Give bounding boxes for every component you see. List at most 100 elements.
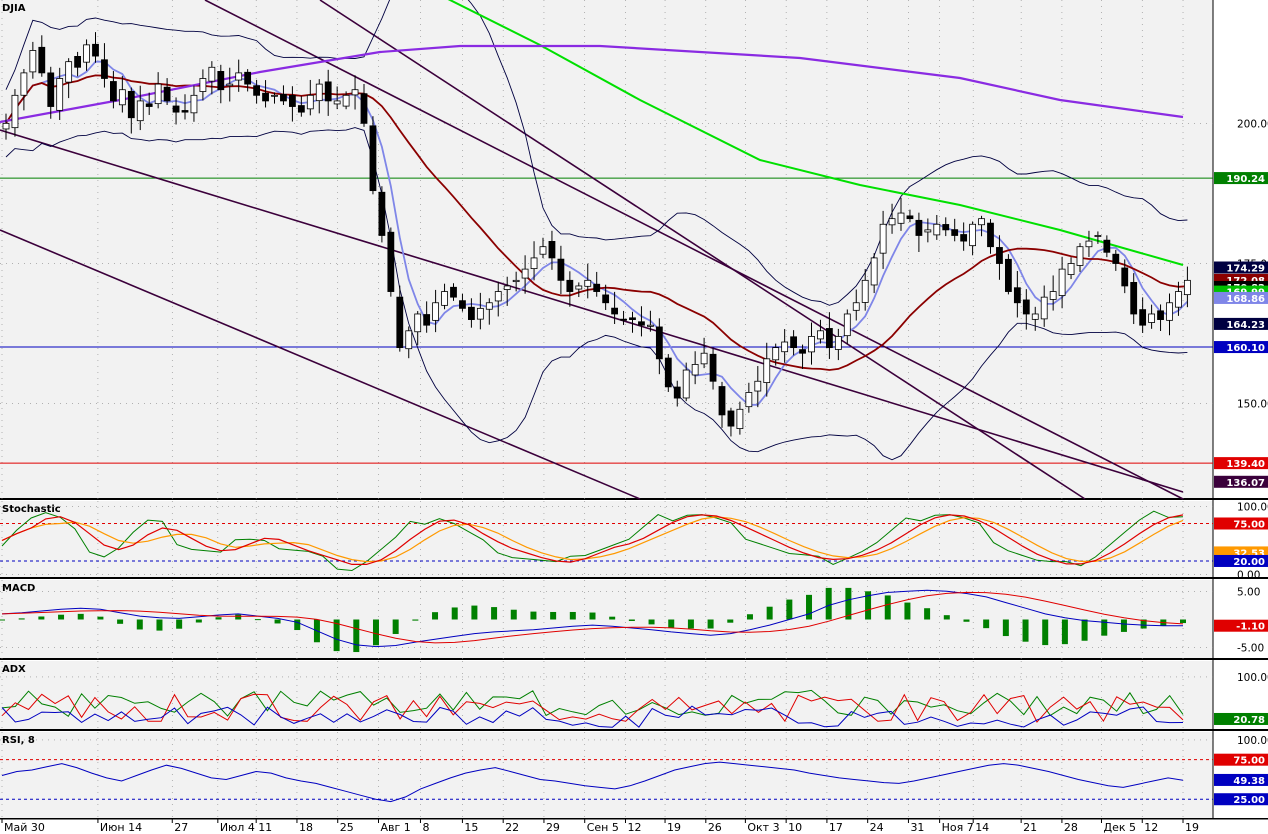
- candle: [83, 44, 90, 63]
- candle: [915, 219, 923, 236]
- macd-histogram-bar: [825, 587, 832, 620]
- candle: [378, 191, 386, 236]
- candle: [1148, 313, 1155, 323]
- candle: [620, 318, 627, 321]
- date-axis-bg: [0, 819, 1268, 834]
- candle: [47, 72, 55, 107]
- candle: [548, 240, 556, 259]
- macd-histogram-bar: [865, 591, 872, 620]
- panel-title: DJIA: [2, 3, 26, 14]
- indicator-label: 32.53: [1233, 548, 1265, 559]
- candle: [727, 410, 735, 427]
- date-label: 18: [299, 821, 313, 834]
- macd-histogram-bar: [18, 618, 25, 620]
- y-tick-label: 200.00: [1237, 118, 1268, 130]
- macd-histogram-bar: [510, 609, 517, 620]
- date-label: 19: [1185, 821, 1199, 834]
- indicator-label-bg: [1214, 554, 1268, 567]
- price-label: 174.29: [1226, 263, 1265, 274]
- candle: [1076, 246, 1084, 266]
- candle: [647, 324, 654, 327]
- candle: [118, 89, 126, 106]
- candle: [790, 336, 797, 349]
- price-label-bg: [1214, 341, 1268, 354]
- macd-histogram-bar: [353, 619, 360, 653]
- macd-histogram-bar: [550, 611, 557, 620]
- candle: [74, 56, 81, 68]
- candle: [1175, 291, 1182, 308]
- macd-histogram-bar: [195, 619, 202, 623]
- macd-histogram-bar: [235, 614, 242, 620]
- y-tick-label: 5.00: [1237, 586, 1260, 598]
- macd-histogram-bar: [628, 619, 635, 622]
- price-label: 190.24: [1226, 174, 1265, 185]
- candle: [530, 257, 538, 270]
- macd-histogram-bar: [530, 611, 537, 620]
- price-label: 139.40: [1226, 459, 1265, 470]
- indicator-label-bg: [1214, 517, 1268, 530]
- date-label: Дек 5: [1103, 821, 1136, 834]
- candle: [1013, 287, 1021, 304]
- macd-histogram-bar: [687, 619, 694, 629]
- candle: [933, 223, 941, 236]
- macd-histogram-bar: [648, 619, 655, 625]
- candle: [163, 86, 171, 102]
- axis-labels: Май 30 Июн 14 27 Июл 4 11 18 25 Авг 1 8 15 22 29 Сен…: [1, 3, 1268, 834]
- candle: [512, 279, 520, 283]
- candle: [942, 224, 950, 231]
- macd-histogram-bar: [786, 599, 793, 620]
- macd-histogram-bar: [1042, 619, 1049, 646]
- date-label: 10: [788, 821, 802, 834]
- candle: [763, 358, 771, 383]
- candle: [1022, 299, 1030, 315]
- date-label: 11: [258, 821, 272, 834]
- candle: [280, 93, 287, 102]
- panel-title: Stochastic: [2, 504, 61, 515]
- macd-histogram-bar: [372, 619, 379, 646]
- candle: [1157, 310, 1164, 320]
- candle: [271, 94, 278, 97]
- macd-histogram-bar: [1140, 619, 1147, 629]
- candle: [655, 326, 663, 360]
- price-label-bg: [1214, 291, 1268, 304]
- macd-histogram-bar: [727, 619, 734, 623]
- candle: [29, 50, 37, 73]
- y-tick-label: 0.00: [1237, 570, 1260, 582]
- candle: [1130, 281, 1138, 315]
- channel-line: [0, 229, 641, 500]
- macd-histogram-bar: [0, 619, 5, 621]
- macd-histogram-bar: [392, 619, 399, 634]
- candle: [521, 268, 529, 279]
- candle: [38, 46, 46, 74]
- price-label-bg: [1214, 172, 1268, 185]
- candle: [709, 353, 717, 382]
- macd-histogram-bar: [451, 607, 458, 620]
- candle: [199, 78, 207, 92]
- candle: [799, 349, 806, 354]
- channel-line: [319, 0, 1086, 500]
- candle: [441, 291, 448, 306]
- macd-histogram-bar: [884, 595, 891, 620]
- macd-histogram-bar: [1022, 619, 1029, 642]
- candle: [736, 408, 744, 429]
- candle: [584, 279, 592, 287]
- candle: [996, 247, 1003, 264]
- candle: [718, 386, 726, 416]
- indicator-label-bg: [1214, 773, 1268, 786]
- candle: [56, 78, 64, 111]
- macd-histogram-bar: [471, 605, 478, 620]
- date-label: 17: [829, 821, 843, 834]
- axis-bg: [1213, 0, 1268, 499]
- date-label: 8: [422, 821, 429, 834]
- panel-title: RSI, 8: [2, 735, 35, 746]
- adx-line: [1, 705, 1184, 728]
- candle: [1112, 253, 1120, 264]
- candle: [682, 369, 690, 399]
- macd-histogram-bar: [1101, 619, 1108, 636]
- candle: [306, 94, 314, 110]
- date-label: Окт 3: [747, 821, 779, 834]
- panel-bg: [0, 501, 1213, 578]
- price-label-bg: [1214, 317, 1268, 330]
- y-tick-label: -5.00: [1237, 643, 1264, 655]
